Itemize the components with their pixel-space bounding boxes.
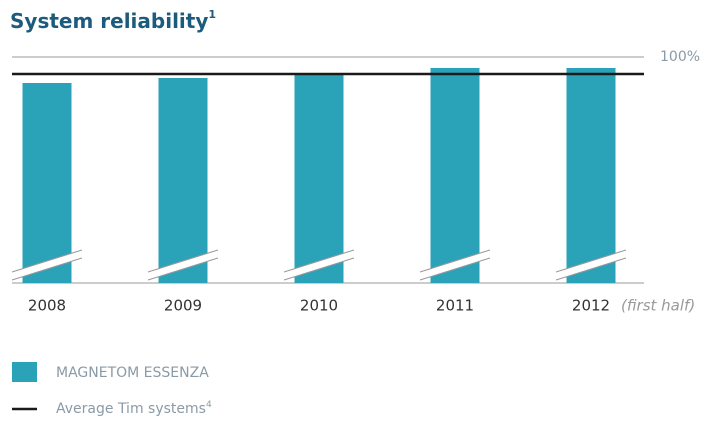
legend-note: 4: [206, 400, 212, 410]
bar: [566, 68, 616, 283]
bar: [294, 73, 344, 283]
x-tick-label: 2011: [436, 297, 474, 315]
axis-break: [284, 250, 354, 280]
axis-break: [148, 250, 218, 280]
bar: [430, 68, 480, 283]
bar: [158, 78, 208, 283]
x-tick-label: 2009: [164, 297, 202, 315]
axis-break-edge: [147, 257, 219, 281]
bar: [22, 83, 72, 283]
axis-break: [420, 250, 490, 280]
axis-break-edge: [11, 257, 83, 281]
axis-break: [556, 250, 626, 280]
title-text: System reliability: [10, 9, 208, 33]
legend-swatch: [12, 362, 37, 382]
axis-break-edge: [419, 257, 491, 281]
axis-break-edge: [555, 249, 627, 273]
x-tick-label: 2010: [300, 297, 338, 315]
x-tick-label: 2008: [28, 297, 66, 315]
axis-break-edge: [419, 249, 491, 273]
axis-break-edge: [283, 249, 355, 273]
x-tick-label: 2012: [572, 297, 610, 315]
chart-title: System reliability1: [10, 8, 216, 33]
legend-label: Average Tim systems4: [56, 400, 212, 418]
legend-text: Average Tim systems: [56, 401, 206, 417]
axis-break-edge: [555, 257, 627, 281]
y-tick-label: 100%: [660, 49, 700, 65]
title-note: 1: [208, 8, 216, 21]
axis-break: [12, 250, 82, 280]
axis-break-edge: [11, 249, 83, 273]
axis-break-edge: [283, 257, 355, 281]
axis-break-edge: [147, 249, 219, 273]
annotation: (first half): [621, 297, 695, 315]
legend-label: MAGNETOM ESSENZA: [56, 365, 209, 381]
